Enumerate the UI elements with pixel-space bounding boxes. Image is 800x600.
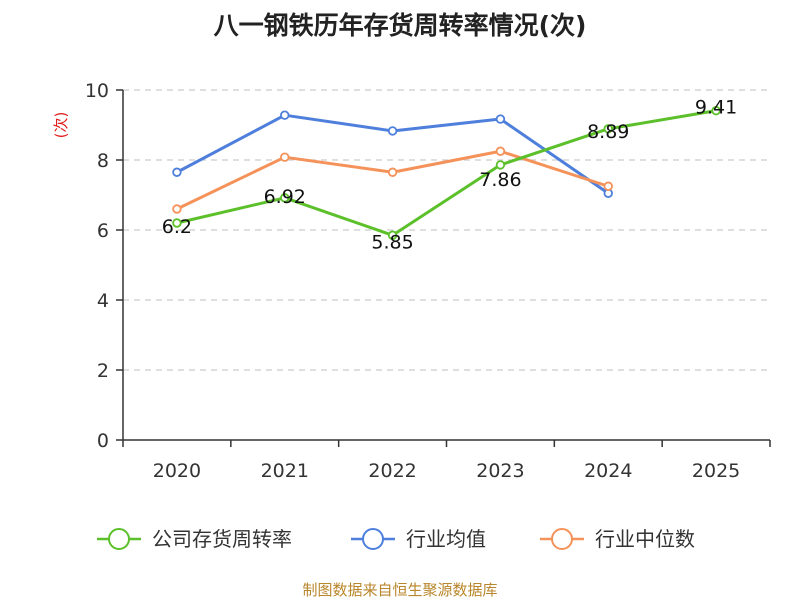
y-tick-label: 4 xyxy=(97,290,109,312)
data-label: 7.86 xyxy=(479,169,521,191)
data-label: 8.89 xyxy=(587,121,629,143)
y-tick-label: 6 xyxy=(97,220,109,242)
legend-label: 公司存货周转率 xyxy=(152,527,292,551)
series-line xyxy=(176,109,717,237)
data-point xyxy=(387,126,398,136)
x-tick-label: 2025 xyxy=(692,460,740,482)
source-note: 制图数据来自恒生聚源数据库 xyxy=(302,581,497,599)
y-tick-label: 10 xyxy=(85,80,109,102)
data-point xyxy=(387,230,398,240)
x-tick-label: 2023 xyxy=(476,460,524,482)
data-point xyxy=(280,193,290,203)
x-tick-label: 2024 xyxy=(584,460,632,482)
y-tick-label: 8 xyxy=(97,150,109,172)
data-point xyxy=(495,114,506,124)
data-point xyxy=(172,167,182,177)
data-labels: 6.2 6.92 5.85 7.86 8.89 9.41 xyxy=(162,97,737,254)
series-0 xyxy=(172,105,721,240)
data-point xyxy=(172,204,182,214)
x-tick-label: 2022 xyxy=(368,460,416,482)
data-point xyxy=(172,218,182,228)
legend-item: 行业均值 xyxy=(351,527,486,551)
data-point xyxy=(495,160,506,170)
grid-lines xyxy=(123,89,770,371)
legend: 公司存货周转率 行业均值 行业中位数 xyxy=(97,527,695,551)
chart-title: 八一钢铁历年存货周转率情况(次) xyxy=(214,11,587,40)
y-tick-label: 0 xyxy=(97,430,109,452)
data-label: 6.2 xyxy=(162,216,192,238)
data-label: 9.41 xyxy=(695,97,737,119)
x-tick-label: 2020 xyxy=(153,460,201,482)
legend-item: 行业中位数 xyxy=(540,527,695,551)
data-point xyxy=(280,152,290,162)
y-tick-label: 2 xyxy=(97,360,109,382)
legend-label: 行业中位数 xyxy=(595,527,695,551)
data-label: 6.92 xyxy=(264,186,306,208)
legend-marker xyxy=(108,528,130,550)
series-1 xyxy=(172,110,613,198)
series-group xyxy=(172,105,721,240)
data-label: 5.85 xyxy=(371,231,413,253)
data-point xyxy=(603,124,613,134)
y-axis-unit: (次) xyxy=(52,112,70,139)
data-point xyxy=(280,110,290,120)
series-2 xyxy=(172,146,613,214)
legend-label: 行业均值 xyxy=(406,527,486,551)
data-point xyxy=(711,105,721,116)
x-tick-label: 2021 xyxy=(261,460,309,482)
data-point xyxy=(603,181,613,191)
data-point xyxy=(387,167,398,177)
legend-item: 公司存货周转率 xyxy=(97,527,292,551)
legend-marker xyxy=(551,528,573,550)
data-point xyxy=(495,146,506,156)
axes: 0 2 4 6 8 10 2020 2021 2022 2023 2024 2025 xyxy=(85,80,771,482)
legend-marker xyxy=(362,528,384,550)
